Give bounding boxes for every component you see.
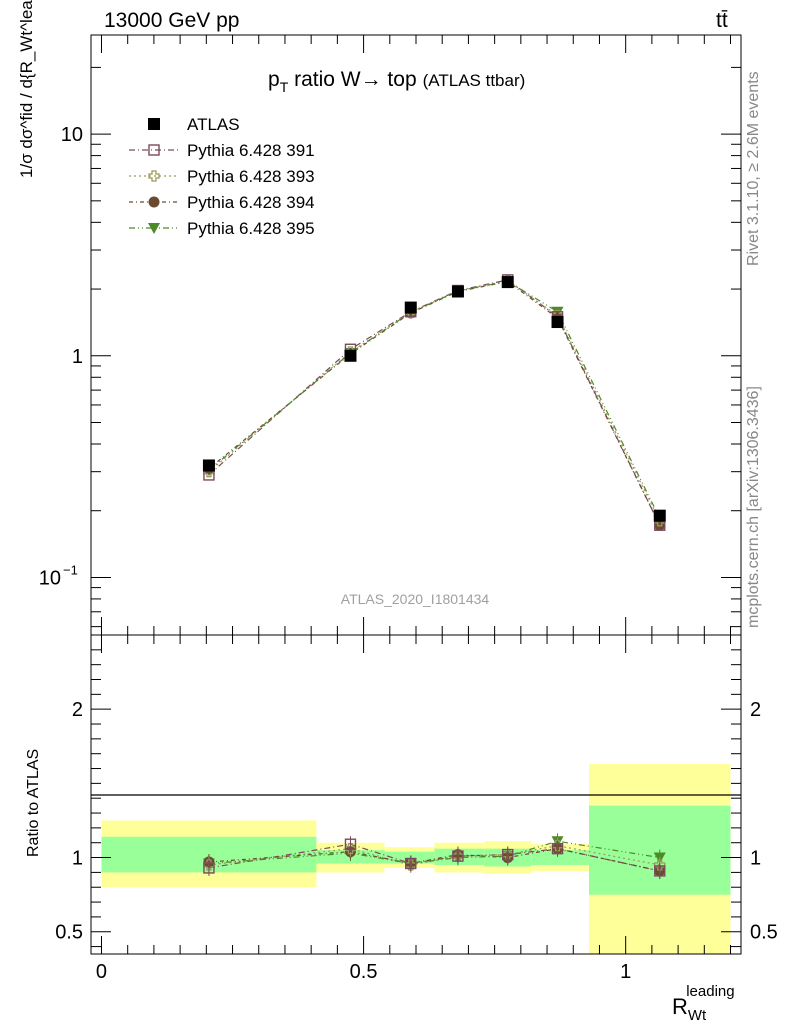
data-point bbox=[551, 316, 564, 329]
ratio-x-tick-label: 1 bbox=[620, 961, 631, 983]
ratio-xlabel: RWt leading bbox=[672, 983, 735, 1024]
series-line bbox=[208, 280, 661, 522]
ratio-x-tick-label: 0 bbox=[96, 961, 107, 983]
ratio-point bbox=[551, 842, 564, 855]
data-point bbox=[404, 301, 417, 314]
main-series-layer bbox=[202, 274, 666, 531]
legend-label: ATLAS bbox=[187, 115, 240, 134]
chart-title-small: (ATLAS ttbar) bbox=[423, 71, 526, 90]
ratio-point bbox=[654, 859, 666, 871]
main-series-markers bbox=[203, 275, 666, 527]
series-line bbox=[208, 281, 661, 526]
ratio-point bbox=[452, 850, 464, 862]
ratio-ylabel: Ratio to ATLAS bbox=[25, 749, 42, 857]
series-line bbox=[208, 280, 661, 519]
main-y-tick-label: 10 bbox=[61, 124, 83, 146]
legend-marker bbox=[148, 144, 160, 156]
main-ylabel-text: 1/σ dσ^fid / d{R_Wt^leading} bbox=[17, 0, 36, 178]
chart-title-main: p bbox=[268, 68, 280, 91]
ratio-axis-ticks: 0.5 0.5 1 1 2 2 0 0.5 1 bbox=[55, 634, 778, 983]
ratio-xlabel-sup: leading bbox=[686, 983, 734, 1000]
ratio-ylabel-text: Ratio to ATLAS bbox=[25, 749, 42, 857]
legend-marker bbox=[148, 196, 160, 208]
ratio-y-tick-label: 1 bbox=[72, 848, 83, 870]
main-series-mc-4 bbox=[208, 280, 661, 519]
ratio-xlabel-main: R bbox=[672, 994, 688, 1019]
main-y-tick-label: 1 bbox=[72, 346, 83, 368]
ratio-point bbox=[502, 848, 514, 861]
chart-title-rest: ratio W→ top bbox=[288, 68, 416, 91]
main-series-mc-2 bbox=[208, 280, 661, 522]
main-series-markers bbox=[203, 276, 666, 531]
main-series-mc-1 bbox=[208, 279, 661, 526]
ratio-panel: 0.5 0.5 1 1 2 2 0 0.5 1 Ratio to ATLAS RWt leadin… bbox=[25, 634, 778, 1024]
main-ylabel: 1/σ dσ^fid / d{R_Wt^leading} bbox=[17, 0, 36, 178]
legend-marker bbox=[148, 118, 160, 130]
legend-label: Pythia 6.428 391 bbox=[187, 141, 315, 160]
legend-label: Pythia 6.428 395 bbox=[187, 219, 315, 238]
main-y-tick-label: 10 bbox=[39, 567, 61, 589]
legend-marker bbox=[148, 170, 160, 182]
data-point bbox=[653, 509, 666, 522]
rivet-version-label: Rivet 3.1.10, ≥ 2.6M events bbox=[745, 71, 762, 266]
ratio-series-markers bbox=[203, 836, 666, 879]
process-label: tt̄ bbox=[716, 9, 728, 32]
ratio-y-tick-label-right: 2 bbox=[750, 699, 761, 721]
ratio-point bbox=[344, 838, 357, 850]
chart-title: pT ratio W→ top (ATLAS ttbar) bbox=[268, 68, 525, 95]
ratio-point bbox=[405, 857, 417, 870]
data-point bbox=[202, 459, 215, 472]
ratio-y-tick-label: 2 bbox=[72, 699, 83, 721]
main-y-tick-label-exponent: −1 bbox=[63, 562, 78, 577]
series-line bbox=[208, 279, 661, 526]
mcplots-label: mcplots.cern.ch [arXiv:1306.3436] bbox=[745, 386, 762, 628]
ratio-point bbox=[654, 865, 666, 877]
uncertainty-band-inner bbox=[384, 851, 435, 864]
legend-label: Pythia 6.428 394 bbox=[187, 193, 315, 212]
main-series-markers bbox=[203, 274, 666, 531]
uncertainty-band-inner bbox=[531, 850, 589, 865]
legend: ATLAS Pythia 6.428 391 Pythia 6.428 393 Pyt… bbox=[129, 115, 315, 238]
ratio-x-tick-label: 0.5 bbox=[350, 961, 378, 983]
energy-label: 13000 GeV pp bbox=[104, 9, 239, 32]
ratio-y-tick-label: 0.5 bbox=[55, 922, 83, 944]
ratio-series-layer bbox=[202, 833, 666, 879]
analysis-watermark: ATLAS_2020_I1801434 bbox=[341, 591, 490, 607]
ratio-xlabel-sub: Wt bbox=[688, 1007, 707, 1024]
data-point bbox=[451, 285, 464, 298]
data-point bbox=[501, 276, 514, 289]
ratio-frame bbox=[90, 634, 742, 955]
legend-marker bbox=[148, 223, 160, 234]
data-point bbox=[344, 349, 357, 362]
chart-title-sub: T bbox=[280, 79, 289, 95]
main-series-mc-3 bbox=[208, 281, 661, 526]
ratio-point bbox=[203, 862, 215, 874]
main-series-markers bbox=[202, 276, 666, 525]
legend-label: Pythia 6.428 393 bbox=[187, 167, 315, 186]
ratio-y-tick-label-right: 0.5 bbox=[750, 922, 778, 944]
main-series-markers bbox=[202, 276, 666, 522]
ratio-y-tick-label-right: 1 bbox=[750, 848, 761, 870]
